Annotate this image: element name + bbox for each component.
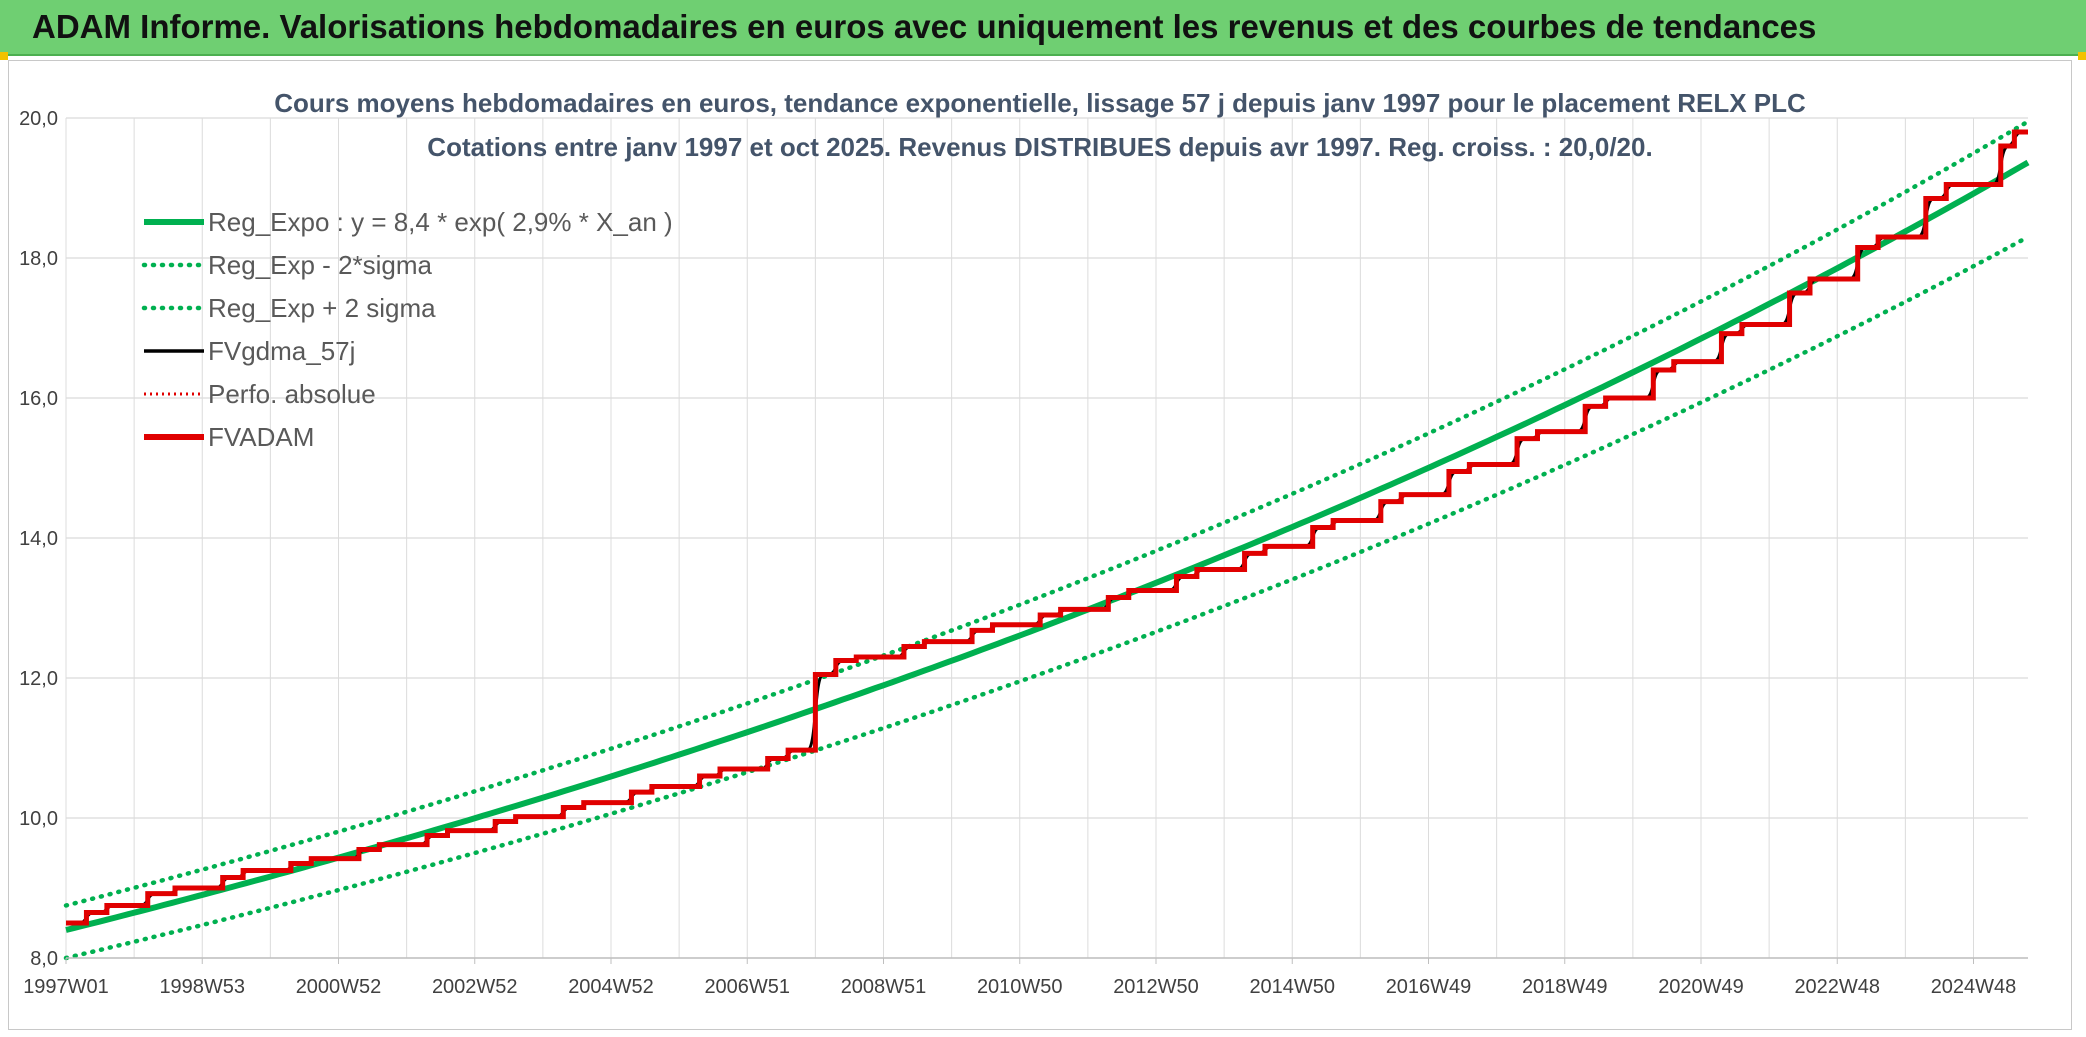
chart-series — [63, 119, 2031, 961]
legend-fvadam-label: FVADAM — [208, 422, 314, 452]
report-title: ADAM Informe. Valorisations hebdomadaire… — [32, 8, 1817, 45]
x-tick-label: 2006W51 — [704, 976, 790, 998]
legend-reg-exp-minus-2sigma-label: Reg_Exp - 2*sigma — [208, 250, 433, 280]
x-tick-label: 2016W49 — [1386, 976, 1472, 998]
legend-reg-exp-plus-2sigma-label: Reg_Exp + 2 sigma — [208, 293, 436, 323]
x-tick-label: 2022W48 — [1794, 976, 1880, 998]
chart-frame — [8, 60, 2072, 1030]
chart-grid — [65, 117, 2028, 959]
series-fvadam — [66, 129, 2028, 926]
x-tick-label: 2020W49 — [1658, 976, 1744, 998]
series-reg-exp-minus-2sigma — [63, 234, 2031, 961]
y-tick-label: 12,0 — [19, 668, 58, 690]
y-tick-label: 18,0 — [19, 248, 58, 270]
x-tick-label: 2002W52 — [432, 976, 518, 998]
corner-marker-right — [2078, 52, 2086, 60]
x-tick-label: 2012W50 — [1113, 976, 1199, 998]
chart-legend: Reg_Expo : y = 8,4 * exp( 2,9% * X_an ) R… — [141, 207, 673, 452]
legend-fvgdma-57j-label: FVgdma_57j — [208, 336, 355, 366]
chart-title-line-2: Cotations entre janv 1997 et oct 2025. R… — [427, 132, 1652, 162]
series-reg-exp-plus-2sigma — [63, 119, 2031, 908]
x-tick-label: 2014W50 — [1249, 976, 1335, 998]
x-tick-label: 2010W50 — [977, 976, 1063, 998]
x-tick-label: 2018W49 — [1522, 976, 1608, 998]
y-tick-label: 10,0 — [19, 808, 58, 830]
y-tick-label: 16,0 — [19, 388, 58, 410]
x-axis: 1997W01 1998W53 2000W52 2002W52 2004W52 2006W… — [23, 957, 2028, 998]
x-tick-label: 2024W48 — [1931, 976, 2017, 998]
header-banner: ADAM Informe. Valorisations hebdomadaire… — [0, 0, 2086, 56]
y-tick-label: 14,0 — [19, 528, 58, 550]
y-axis: 8,0 10,0 12,0 14,0 16,0 18,0 20,0 — [19, 108, 58, 970]
y-tick-label: 20,0 — [19, 108, 58, 130]
y-tick-label: 8,0 — [30, 948, 58, 970]
x-tick-label: 2000W52 — [296, 976, 382, 998]
legend-reg-expo-label: Reg_Expo : y = 8,4 * exp( 2,9% * X_an ) — [208, 207, 673, 237]
x-tick-label: 2008W51 — [841, 976, 927, 998]
chart-title-line-1: Cours moyens hebdomadaires en euros, ten… — [274, 88, 1806, 118]
chart-title: Cours moyens hebdomadaires en euros, ten… — [274, 88, 1806, 162]
x-tick-label: 2004W52 — [568, 976, 654, 998]
corner-marker-left — [0, 52, 8, 60]
x-tick-label: 1998W53 — [159, 976, 245, 998]
x-tick-label: 1997W01 — [23, 976, 109, 998]
legend-perfo-absolue-label: Perfo. absolue — [208, 379, 376, 409]
